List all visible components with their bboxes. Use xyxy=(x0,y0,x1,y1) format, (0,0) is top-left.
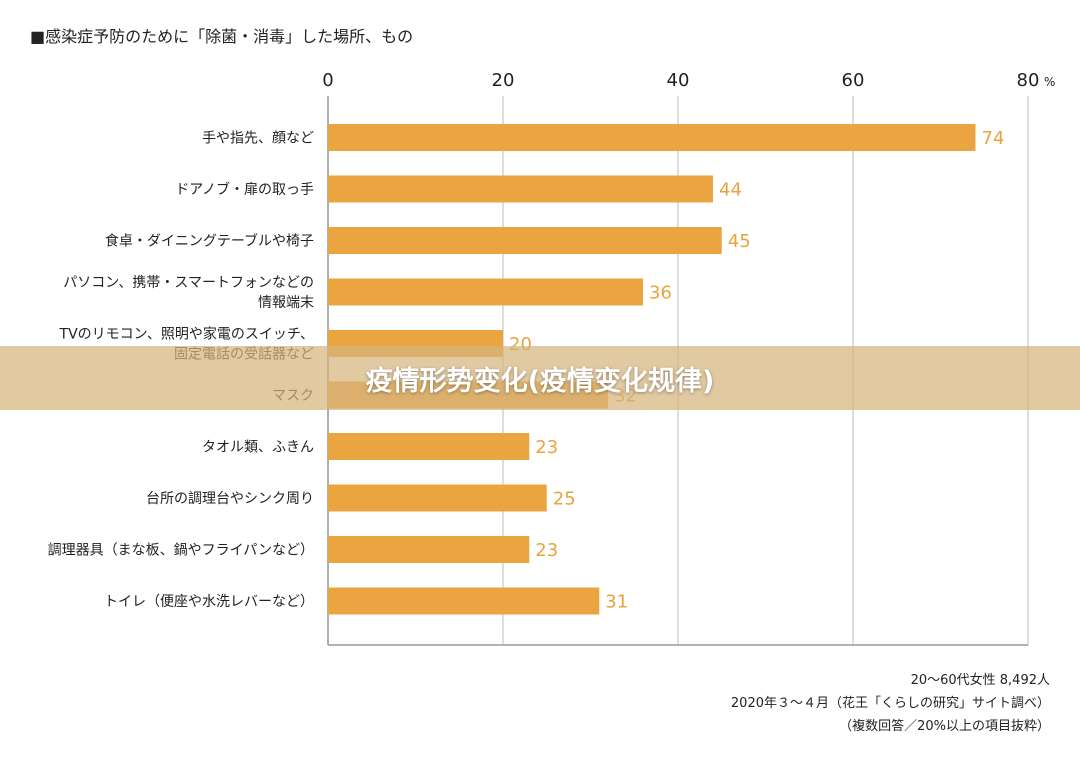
bar xyxy=(328,484,547,512)
bar xyxy=(328,124,976,151)
category-label: タオル類、ふきん xyxy=(202,440,314,456)
chart-title: ■感染症予防のために「除菌・消毒」した場所、もの xyxy=(30,27,413,46)
category-label: 情報端末 xyxy=(258,295,314,311)
category-label: TVのリモコン、照明や家電のスイッチ、 xyxy=(59,326,314,343)
x-axis-ticks: 0 20 40 60 80% xyxy=(322,70,1055,91)
data-label: 23 xyxy=(535,540,558,561)
x-tick-label: 0 xyxy=(322,70,333,91)
source-note: （複数回答／20%以上の項目抜粋） xyxy=(839,718,1050,734)
category-label: 台所の調理台やシンク周り xyxy=(146,491,314,507)
overlay-title: 疫情形势变化(疫情变化规律) xyxy=(365,365,715,397)
unit-label: % xyxy=(1044,75,1055,89)
data-label: 25 xyxy=(553,489,576,510)
bar xyxy=(328,278,643,306)
data-label: 36 xyxy=(649,283,672,304)
data-label: 44 xyxy=(719,180,742,201)
category-label: パソコン、携帯・スマートフォンなどの xyxy=(63,275,314,291)
bar xyxy=(328,433,530,460)
bar xyxy=(328,175,713,203)
x-tick-label: 80 xyxy=(1017,70,1040,91)
data-label: 31 xyxy=(605,592,628,613)
category-label: ドアノブ・扉の取っ手 xyxy=(175,181,314,198)
data-label: 23 xyxy=(535,437,558,458)
bar xyxy=(328,536,530,563)
x-tick-label: 60 xyxy=(842,70,865,91)
category-label: 手や指先、顔など xyxy=(202,131,314,147)
data-label: 74 xyxy=(982,128,1005,149)
bar xyxy=(328,227,722,254)
overlay-banner: 疫情形势变化(疫情变化规律) xyxy=(0,346,1080,410)
bar xyxy=(328,587,600,615)
category-label: 食卓・ダイニングテーブルや椅子 xyxy=(105,233,314,250)
source-note: 20〜60代女性 8,492人 xyxy=(911,672,1050,688)
x-tick-label: 40 xyxy=(667,70,690,91)
category-label: トイレ（便座や水洗レバーなど） xyxy=(104,594,314,610)
x-tick-label: 20 xyxy=(492,70,515,91)
data-label: 45 xyxy=(728,231,751,252)
category-label: 調理器具（まな板、鍋やフライパンなど） xyxy=(48,543,314,559)
source-notes: 20〜60代女性 8,492人 2020年３〜４月（花王「くらしの研究」サイト調べ… xyxy=(731,672,1050,734)
source-note: 2020年３〜４月（花王「くらしの研究」サイト調べ） xyxy=(731,695,1050,711)
